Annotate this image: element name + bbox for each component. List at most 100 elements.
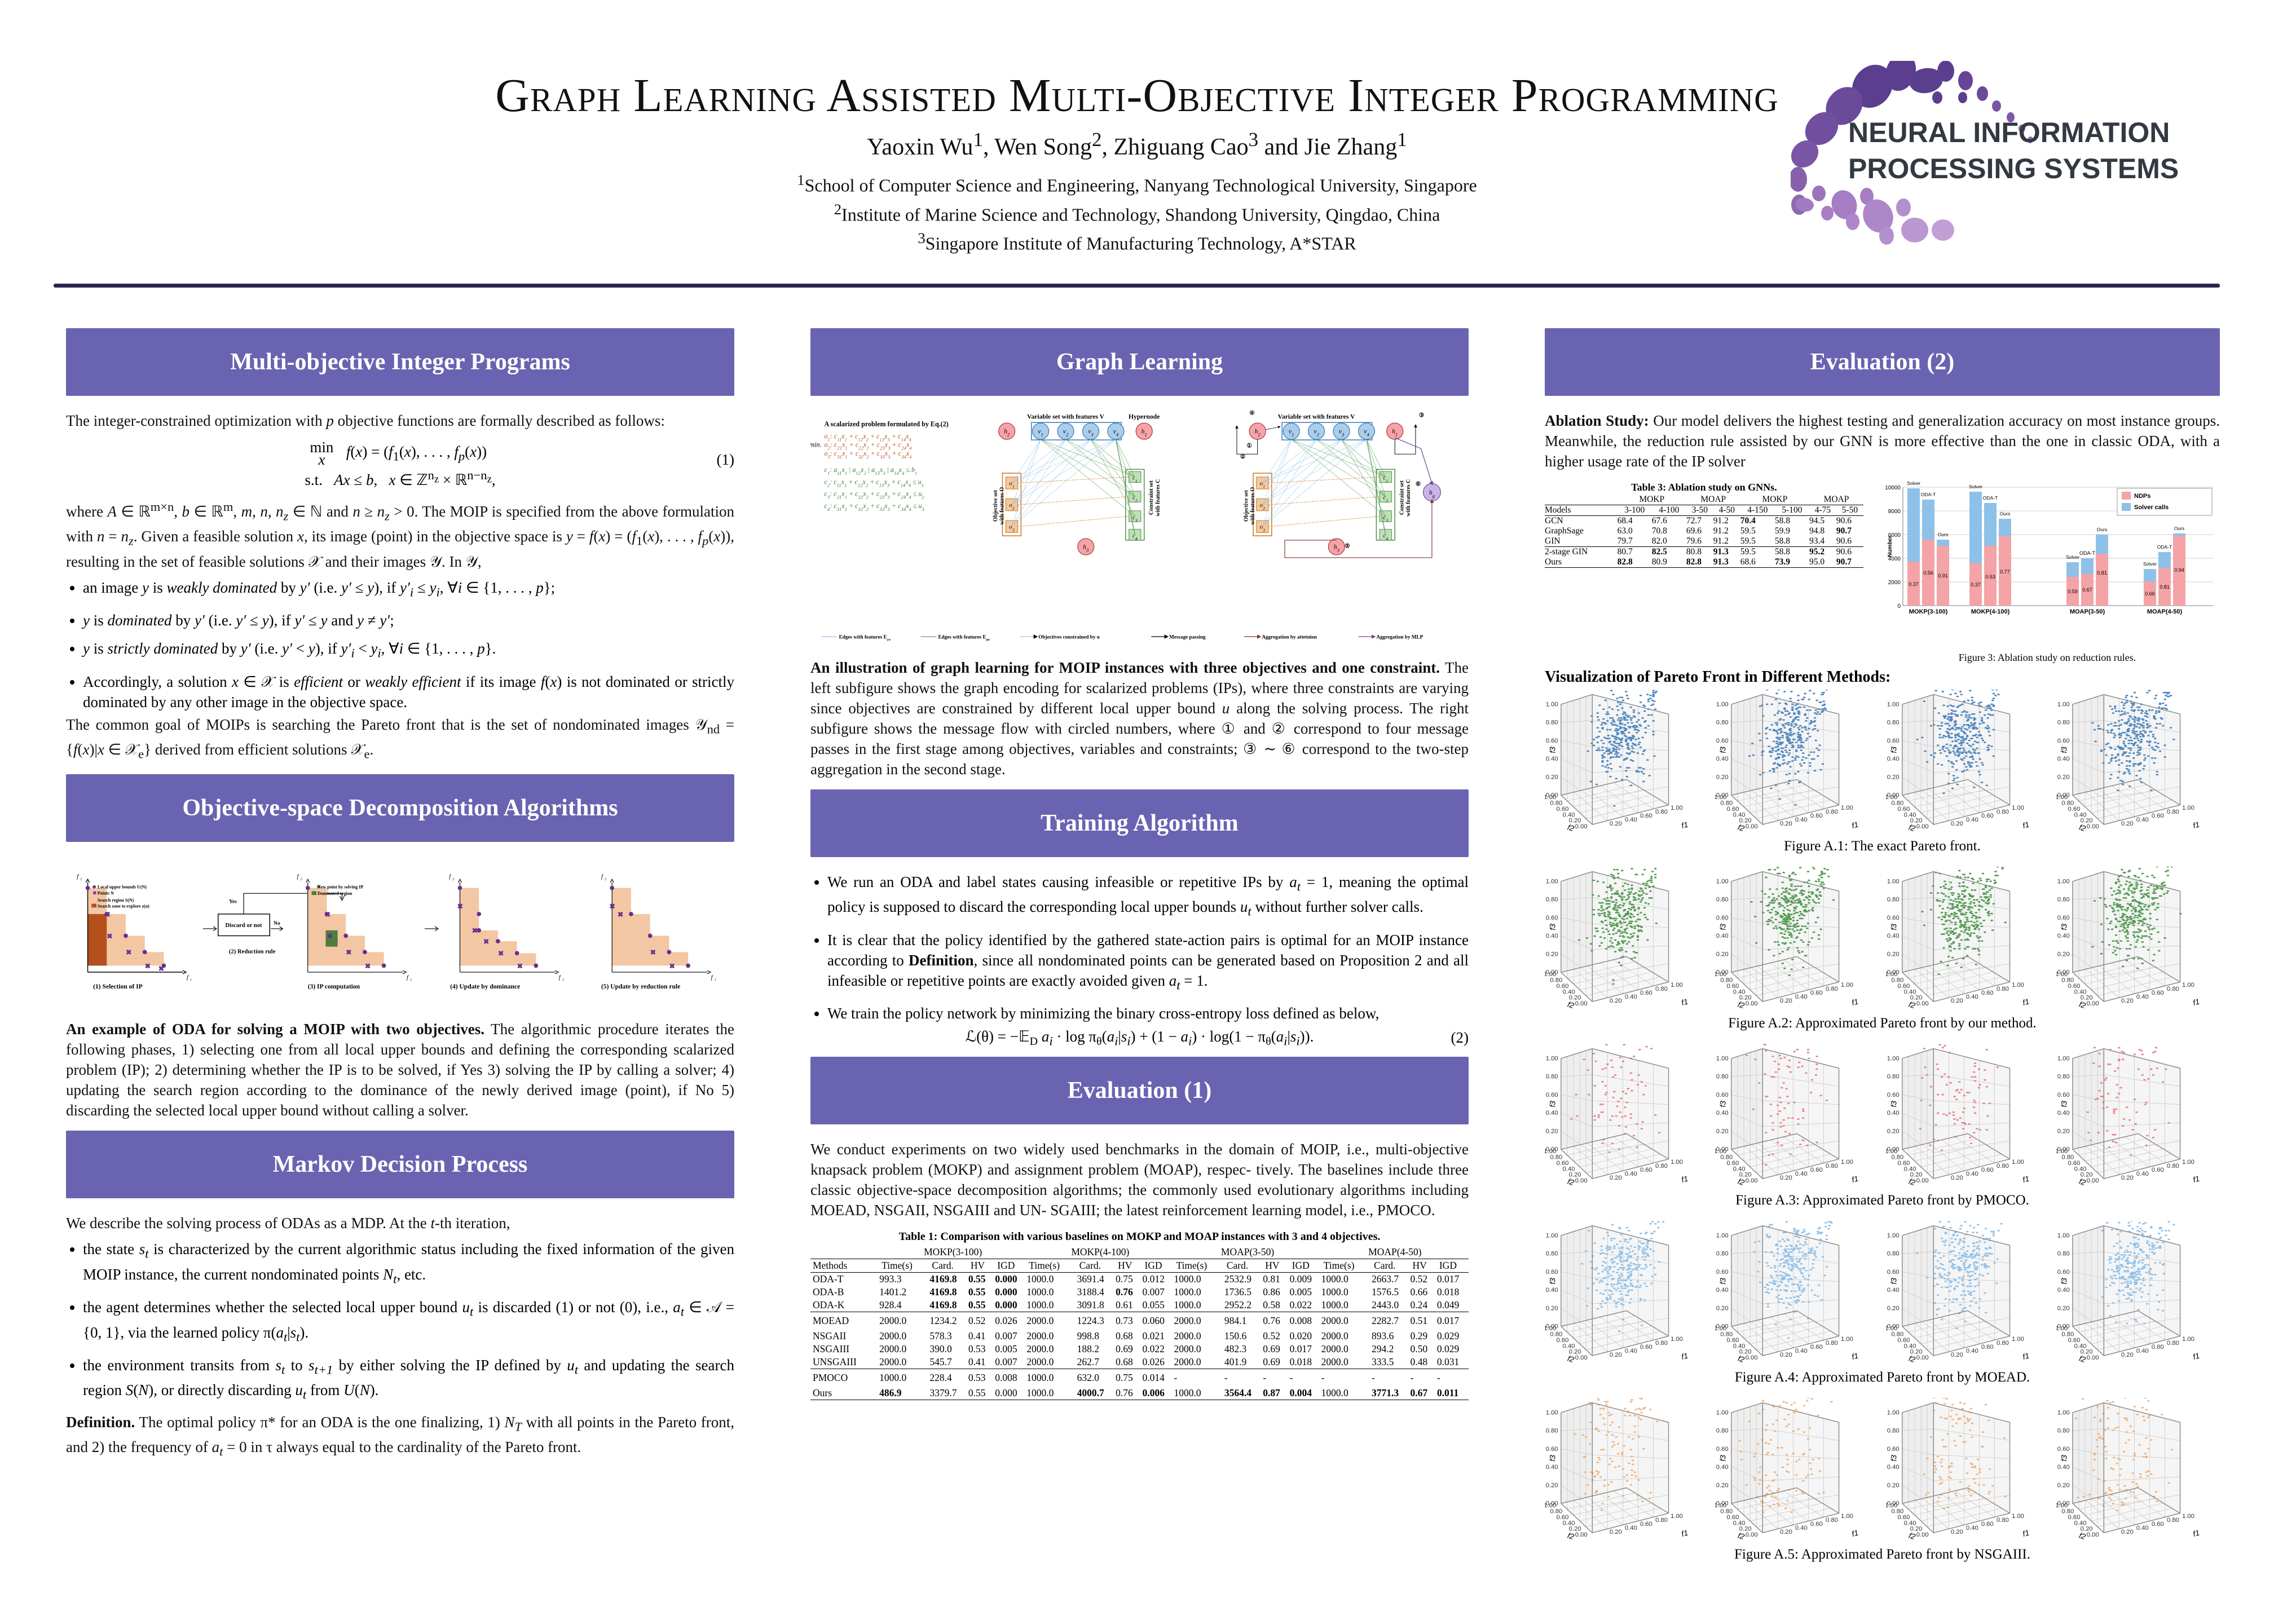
svg-text:0.80: 0.80 — [1826, 1517, 1838, 1524]
svg-text:0.40: 0.40 — [1716, 1464, 1729, 1471]
svg-text:MOAP(3-50): MOAP(3-50) — [2070, 608, 2105, 615]
svg-text:0.80: 0.80 — [1550, 800, 1562, 807]
svg-text:✖: ✖ — [472, 927, 478, 935]
svg-text:0.80: 0.80 — [2057, 1074, 2070, 1080]
svg-text:0.80: 0.80 — [1716, 1074, 1729, 1080]
svg-text:0.60: 0.60 — [1887, 915, 1899, 921]
svg-text:0.80: 0.80 — [2167, 809, 2179, 815]
svg-text:0.60: 0.60 — [1716, 1092, 1729, 1098]
svg-text:0.40: 0.40 — [2136, 1171, 2149, 1177]
svg-text:(3) IP computation: (3) IP computation — [308, 983, 360, 990]
svg-text:0.80: 0.80 — [1721, 1331, 1733, 1338]
svg-text:1.00: 1.00 — [1716, 1055, 1729, 1062]
svg-text:1.00: 1.00 — [1545, 971, 1556, 978]
svg-text:✖: ✖ — [327, 933, 333, 941]
svg-text:0.60: 0.60 — [2152, 1344, 2164, 1351]
svg-text:0.80: 0.80 — [1716, 720, 1729, 726]
svg-text:0.00: 0.00 — [1746, 1000, 1758, 1007]
svg-text:0.40: 0.40 — [1795, 994, 1808, 1000]
svg-text:0.20: 0.20 — [1610, 998, 1622, 1004]
svg-text:0.20: 0.20 — [2057, 1305, 2070, 1312]
svg-text:1.00: 1.00 — [1545, 1325, 1556, 1332]
svg-text:0.20: 0.20 — [1716, 1128, 1729, 1135]
svg-text:0.53: 0.53 — [1985, 574, 1995, 580]
svg-text:0.60: 0.60 — [2152, 1167, 2164, 1173]
svg-text:0.80: 0.80 — [1721, 977, 1733, 984]
svg-text:0.67: 0.67 — [2082, 587, 2092, 593]
svg-text:1.00: 1.00 — [1841, 982, 1853, 988]
svg-text:0.80: 0.80 — [1546, 1074, 1558, 1080]
svg-text:0.40: 0.40 — [1546, 1464, 1558, 1471]
svg-text:2: 2 — [300, 877, 302, 881]
svg-text:2: 2 — [452, 877, 455, 881]
svg-text:1.00: 1.00 — [1716, 701, 1729, 708]
svg-text:0.20: 0.20 — [1950, 998, 1963, 1004]
svg-text:Aggregation by attetnion: Aggregation by attetnion — [1262, 634, 1317, 639]
svg-text:0.80: 0.80 — [1891, 1508, 1903, 1515]
svg-text:0.80: 0.80 — [1721, 800, 1733, 807]
svg-text:1.00: 1.00 — [1671, 1513, 1683, 1520]
svg-text:0.60: 0.60 — [1640, 1167, 1652, 1173]
svg-text:0.80: 0.80 — [1887, 1074, 1899, 1080]
svg-text:0.80: 0.80 — [1891, 800, 1903, 807]
svg-text:1.00: 1.00 — [1715, 1148, 1726, 1155]
svg-text:0.60: 0.60 — [1556, 1514, 1568, 1521]
svg-text:f3: f3 — [1718, 1101, 1727, 1107]
svg-text:0.20: 0.20 — [1780, 1175, 1792, 1181]
svg-text:0.20: 0.20 — [1887, 774, 1899, 780]
svg-text:0.20: 0.20 — [2121, 1529, 2134, 1535]
svg-text:Discard or not: Discard or not — [226, 923, 263, 929]
svg-text:Objective set: Objective set — [1243, 490, 1249, 522]
svg-text:0.00: 0.00 — [1916, 823, 1928, 830]
svg-text:0.60: 0.60 — [2068, 983, 2080, 990]
svg-text:0.40: 0.40 — [1716, 1287, 1729, 1294]
svg-text:Search region S(N): Search region S(N) — [98, 898, 134, 903]
svg-text:1.00: 1.00 — [2182, 1159, 2194, 1166]
svg-text:✖: ✖ — [609, 903, 615, 911]
svg-text:✖: ✖ — [517, 963, 523, 970]
svg-text:0.60: 0.60 — [1716, 1446, 1729, 1453]
svg-text:0.60: 0.60 — [1546, 915, 1558, 921]
svg-text:0.00: 0.00 — [2087, 1532, 2099, 1538]
svg-text:f3: f3 — [1718, 924, 1727, 930]
svg-text:0.60: 0.60 — [1727, 806, 1739, 813]
svg-text:New point by solving IP: New point by solving IP — [318, 885, 363, 890]
svg-text:1.00: 1.00 — [2012, 1336, 2024, 1343]
svg-text:ODA-T: ODA-T — [2079, 550, 2096, 556]
svg-text:1.00: 1.00 — [2056, 1502, 2068, 1509]
svg-text:1.00: 1.00 — [2012, 1513, 2024, 1520]
svg-text:0.80: 0.80 — [2167, 1340, 2179, 1347]
svg-text:0.00: 0.00 — [1746, 823, 1758, 830]
svg-text:1.00: 1.00 — [1715, 794, 1726, 801]
svg-text:✖: ✖ — [325, 911, 331, 919]
svg-text:0.60: 0.60 — [1727, 1514, 1739, 1521]
svg-text:0.60: 0.60 — [1640, 813, 1652, 819]
svg-text:Edges with features Ecv: Edges with features Ecv — [839, 634, 891, 642]
svg-text:0.80: 0.80 — [1891, 1331, 1903, 1338]
svg-text:0.20: 0.20 — [1610, 1352, 1622, 1358]
svg-text:✖: ✖ — [365, 963, 371, 970]
svg-text:0.00: 0.00 — [1746, 1532, 1758, 1538]
svg-text:0.20: 0.20 — [2057, 1128, 2070, 1135]
svg-text:0.20: 0.20 — [1610, 820, 1622, 827]
svg-text:✖: ✖ — [126, 949, 132, 957]
svg-text:✖: ✖ — [669, 963, 675, 970]
svg-text:0.60: 0.60 — [1546, 1269, 1558, 1276]
svg-text:0.60: 0.60 — [1897, 983, 1910, 990]
svg-text:1.00: 1.00 — [1887, 878, 1899, 885]
svg-text:0.80: 0.80 — [2061, 1331, 2074, 1338]
svg-text:0.60: 0.60 — [2057, 1269, 2070, 1276]
svg-text:0.40: 0.40 — [1795, 1171, 1808, 1177]
svg-text:Points N: Points N — [98, 891, 114, 896]
svg-text:0.40: 0.40 — [1563, 988, 1575, 995]
svg-text:1.00: 1.00 — [1886, 1148, 1897, 1155]
svg-text:0.40: 0.40 — [2057, 1464, 2070, 1471]
svg-text:0.60: 0.60 — [1716, 738, 1729, 744]
svg-text:0.60: 0.60 — [2152, 813, 2164, 819]
svg-text:0.80: 0.80 — [1887, 1428, 1899, 1435]
svg-text:0.60: 0.60 — [1981, 1167, 1994, 1173]
svg-text:0.60: 0.60 — [1981, 1521, 1994, 1528]
svg-text:0.40: 0.40 — [2136, 817, 2149, 823]
svg-text:0.00: 0.00 — [1916, 1000, 1928, 1007]
svg-text:0.40: 0.40 — [2074, 988, 2087, 995]
